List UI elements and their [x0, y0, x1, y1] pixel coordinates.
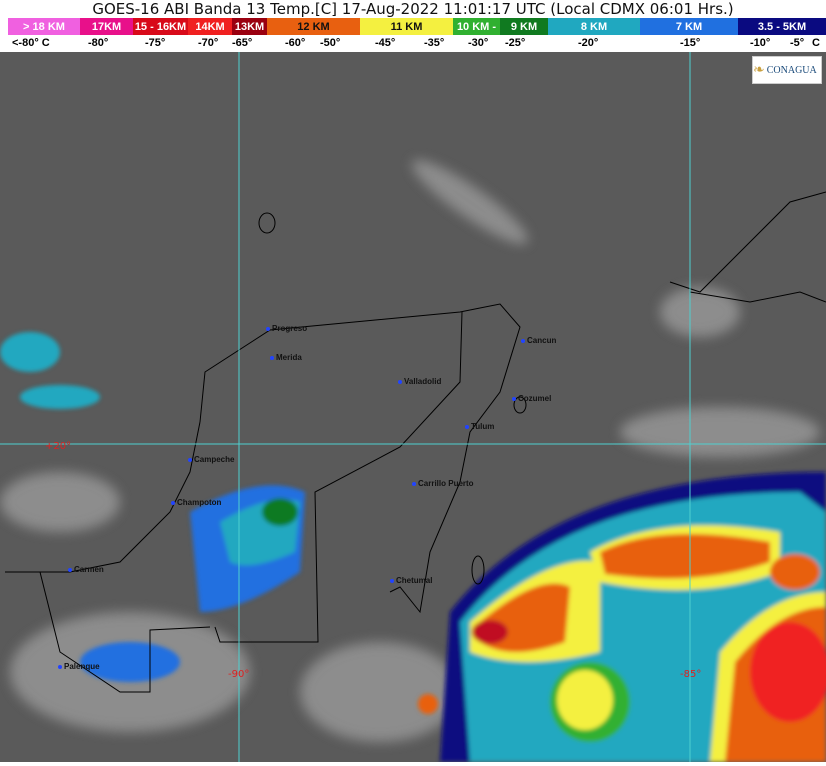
scale-segment: 12 KM — [267, 18, 360, 35]
temperature-tick: -70° — [198, 37, 219, 49]
scale-segment: 8 KM — [548, 18, 640, 35]
color-scale-legend: > 18 KM 17KM 15 - 16KM 14KM 13KM 12 KM 11 KM 10… — [0, 18, 826, 35]
temperature-tick: -20° — [578, 37, 599, 49]
scale-segment: 9 KM — [500, 18, 548, 35]
scale-segment: 7 KM — [640, 18, 738, 35]
temperature-tick: -65° — [232, 37, 253, 49]
scale-segment: 11 KM — [360, 18, 453, 35]
city-label: Valladolid — [398, 377, 441, 386]
city-label: Palenque — [58, 662, 100, 671]
temperature-tick: -25° — [505, 37, 526, 49]
city-label: Carmen — [68, 565, 104, 574]
city-label: Cozumel — [512, 394, 551, 403]
scale-segment: > 18 KM — [8, 18, 80, 35]
city-label: Merida — [270, 353, 302, 362]
image-title: GOES-16 ABI Banda 13 Temp.[C] 17-Aug-202… — [92, 0, 734, 18]
temperature-tick: -75° — [145, 37, 166, 49]
satellite-map: +20° -90° -85° Progreso Merida Valladolid C… — [0, 52, 826, 762]
temperature-tick: -50° — [320, 37, 341, 49]
city-label: Tulum — [465, 422, 494, 431]
temperature-tick: -15° — [680, 37, 701, 49]
logo-icon: ❧ — [753, 62, 765, 78]
temperature-tick: -10° — [750, 37, 771, 49]
scale-segment: 17KM — [80, 18, 133, 35]
temperature-tick: -5° — [790, 37, 805, 49]
scale-segment: 3.5 - 5KM — [738, 18, 826, 35]
city-label: Champoton — [171, 498, 221, 507]
temperature-tick: -45° — [375, 37, 396, 49]
scale-segment: 13KM — [232, 18, 267, 35]
temperature-tick: -60° — [285, 37, 306, 49]
temperature-tick: -30° — [468, 37, 489, 49]
city-label: Chetumal — [390, 576, 432, 585]
map-imagery — [0, 52, 826, 762]
scale-segment: 15 - 16KM — [133, 18, 188, 35]
longitude-label: -85° — [680, 669, 702, 680]
city-label: Carrillo Puerto — [412, 479, 474, 488]
longitude-label: -90° — [228, 669, 250, 680]
temperature-tick: <-80° C — [12, 37, 50, 49]
scale-segment: 10 KM - — [453, 18, 500, 35]
latitude-label: +20° — [45, 441, 72, 452]
conagua-logo: ❧ CONAGUA — [752, 56, 822, 84]
city-label: Progreso — [266, 324, 307, 333]
temperature-scale: <-80° C -80° -75° -70° -65° -60° -50° -45° -35° -… — [0, 35, 826, 52]
city-label: Campeche — [188, 455, 234, 464]
temperature-tick: -80° — [88, 37, 109, 49]
scale-segment: 14KM — [188, 18, 232, 35]
city-label: Cancun — [521, 336, 556, 345]
temperature-tick: -35° — [424, 37, 445, 49]
temperature-tick: C — [812, 37, 820, 49]
